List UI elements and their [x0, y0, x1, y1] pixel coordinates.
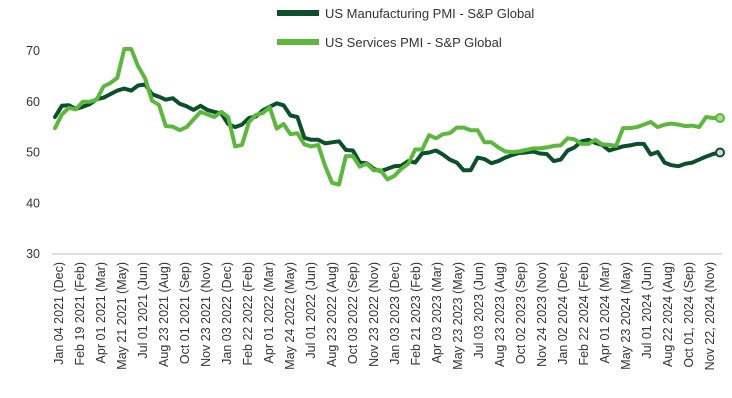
x-tick-label: Nov 24 2023 (Nov)	[535, 262, 549, 367]
x-tick-label: Aug 23 2022 (Aug)	[325, 262, 339, 367]
x-tick-label: Feb 19 2021 (Feb)	[73, 262, 87, 366]
x-tick-label: Jan 02 2024 (Dec)	[556, 262, 570, 365]
x-tick-label: Nov 23 2021 (Nov)	[199, 262, 213, 367]
legend-label-manufacturing: US Manufacturing PMI - S&P Global	[325, 6, 534, 21]
series-line-services	[53, 47, 722, 187]
x-tick-label: Jul 03 2023 (Jun)	[472, 262, 486, 359]
y-tick-label: 30	[26, 247, 40, 261]
x-tick-label: Feb 22 2024 (Feb)	[577, 262, 591, 366]
x-tick-label: Feb 22 2022 (Feb)	[241, 262, 255, 366]
x-tick-label: Nov 23 2022 (Nov)	[367, 262, 381, 367]
x-tick-label: Jul 01 2024 (Jun)	[640, 262, 654, 359]
x-tick-label: Aug 23 2023 (Aug)	[493, 262, 507, 367]
legend: US Manufacturing PMI - S&P Global US Ser…	[277, 6, 534, 50]
x-tick-label: Apr 03 2023 (Mar)	[430, 262, 444, 363]
x-tick-label: May 23 2024 (May)	[619, 262, 633, 370]
x-tick-label: Aug 22 2024 (Aug)	[661, 262, 675, 367]
x-tick-label: May 21 2021 (May)	[115, 262, 129, 370]
x-tick-label: Jan 03 2022 (Dec)	[220, 262, 234, 365]
y-tick-label: 70	[26, 44, 40, 58]
x-tick-label: Apr 01 2021 (Mar)	[94, 262, 108, 363]
x-axis: Jan 04 2021 (Dec) Feb 19 2021 (Feb) Apr 01…	[52, 262, 717, 370]
x-tick-label: Aug 23 2021 (Aug)	[157, 262, 171, 367]
y-tick-label: 50	[26, 146, 40, 160]
x-tick-label: Oct 02 2023 (Sep)	[514, 262, 528, 364]
y-axis: 30 40 50 60 70	[26, 44, 722, 261]
x-tick-label: Jan 03 2023 (Dec)	[388, 262, 402, 365]
end-marker-manufacturing	[715, 147, 725, 158]
x-tick-label: Jul 01 2021 (Jun)	[136, 262, 150, 359]
x-tick-label: Feb 21 2023 (Feb)	[409, 262, 423, 366]
x-tick-label: Nov 22, 2024 (Nov)	[703, 262, 717, 370]
series-line-manufacturing	[53, 82, 722, 174]
x-tick-label: May 23 2023 (May)	[451, 262, 465, 370]
y-tick-label: 60	[26, 95, 40, 109]
legend-label-services: US Services PMI - S&P Global	[325, 35, 502, 50]
x-tick-label: Apr 01 2022 (Mar)	[262, 262, 276, 363]
x-tick-label: Apr 01 2024 (Mar)	[598, 262, 612, 363]
plot-area	[53, 47, 725, 187]
x-tick-label: Jul 01 2022 (Jun)	[304, 262, 318, 359]
end-marker-services	[715, 112, 725, 123]
x-tick-label: May 24 2022 (May)	[283, 262, 297, 370]
x-tick-label: Oct 01 2021 (Sep)	[178, 262, 192, 364]
x-tick-label: Jan 04 2021 (Dec)	[52, 262, 66, 365]
x-tick-label: Oct 03 2022 (Sep)	[346, 262, 360, 364]
x-tick-label: Oct 01, 2024 (Sep)	[682, 262, 696, 368]
y-tick-label: 40	[26, 196, 40, 210]
